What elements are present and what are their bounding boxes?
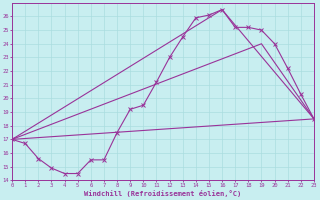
X-axis label: Windchill (Refroidissement éolien,°C): Windchill (Refroidissement éolien,°C) (84, 190, 242, 197)
